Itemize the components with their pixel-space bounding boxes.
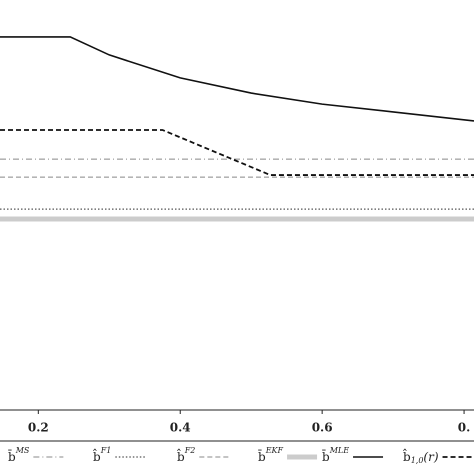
legend-label: b̄MS (8, 446, 30, 464)
legend-label: b̂F1 (93, 446, 111, 464)
x-tick-label: 0.6 (312, 421, 333, 435)
legend-label: b̄MLE (322, 446, 349, 464)
line-series (0, 129, 474, 176)
legend-label: b̂F2 (177, 446, 195, 464)
line-series (0, 36, 474, 122)
x-tick-label: 0.4 (170, 421, 191, 435)
x-tick-label: 0. (458, 421, 471, 435)
legend-label: b̄EKF (258, 446, 284, 464)
legend-label: b̂1,0(r) (403, 447, 439, 465)
legend-box (0, 440, 474, 442)
x-tick-label: 0.2 (28, 421, 49, 435)
